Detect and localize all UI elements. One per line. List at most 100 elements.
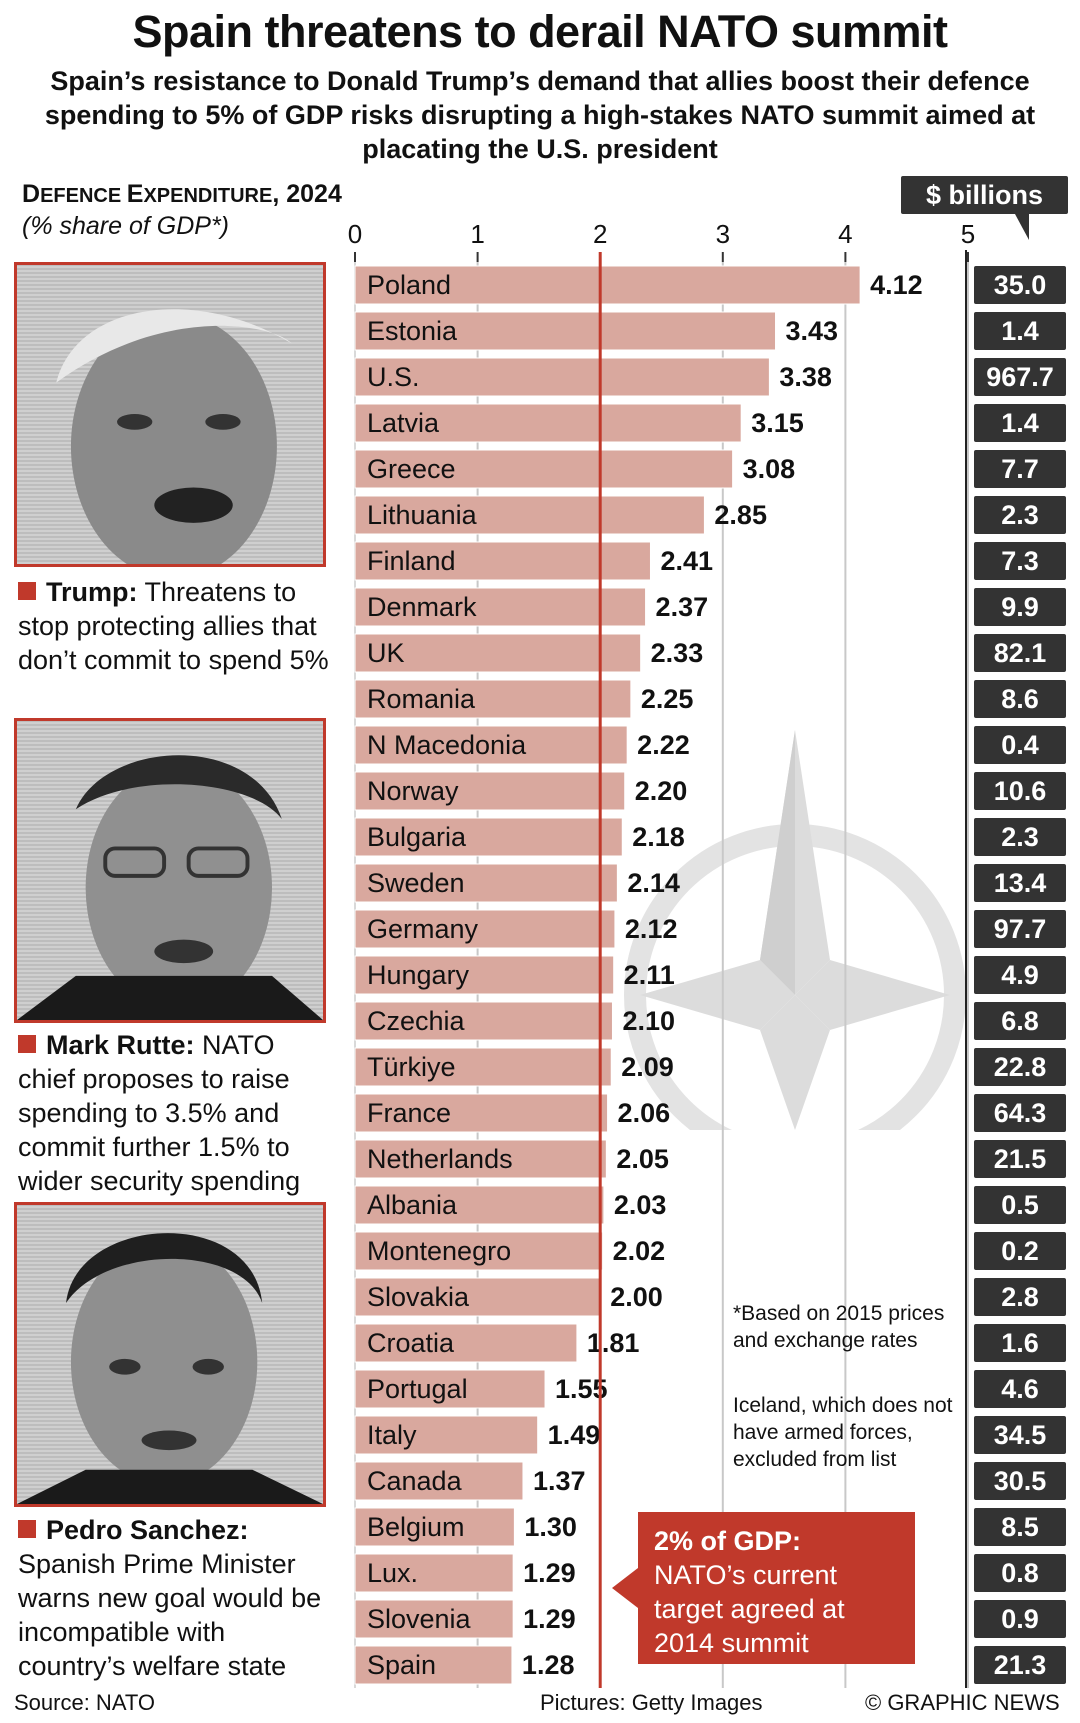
bar: [354, 403, 742, 443]
billions-value: 1.6: [1001, 1328, 1039, 1358]
bar-category-label: Spain: [367, 1650, 436, 1680]
bar-value-label: 2.09: [621, 1052, 674, 1082]
billions-box: [974, 1048, 1066, 1086]
bar: [354, 1323, 578, 1363]
billions-box: [974, 1002, 1066, 1040]
bar-category-label: Canada: [367, 1466, 463, 1496]
bar-category-label: UK: [367, 638, 405, 668]
chart-subtitle: (% share of GDP*): [22, 212, 230, 240]
bar-value-label: 2.05: [616, 1144, 669, 1174]
bar: [354, 725, 628, 765]
bar-category-label: Portugal: [367, 1374, 468, 1404]
bullet-square-icon: [18, 1035, 36, 1053]
x-tick-label: 2: [593, 219, 607, 249]
bar-category-label: Latvia: [367, 408, 440, 438]
bar-value-label: 1.29: [523, 1558, 576, 1588]
x-tick-label: 0: [348, 219, 362, 249]
bar-value-label: 2.25: [641, 684, 694, 714]
billions-value: 6.8: [1001, 1006, 1039, 1036]
billions-value: 2.3: [1001, 822, 1039, 852]
bar: [354, 1553, 514, 1593]
bar: [354, 1599, 514, 1639]
bar-category-label: Denmark: [367, 592, 477, 622]
billions-value: 35.0: [994, 270, 1047, 300]
bar-category-label: Czechia: [367, 1006, 466, 1036]
bar: [354, 311, 777, 351]
bar: [354, 1185, 605, 1225]
billions-value: 967.7: [986, 362, 1054, 392]
bar-value-label: 2.20: [635, 776, 688, 806]
bar: [354, 955, 615, 995]
billions-box: [974, 1094, 1066, 1132]
billions-box: [974, 358, 1066, 396]
bar: [354, 495, 705, 535]
bar-value-label: 1.37: [533, 1466, 586, 1496]
billions-value: 7.7: [1001, 454, 1039, 484]
bullet-square-icon: [18, 582, 36, 600]
sanchez-portrait: [14, 1202, 326, 1507]
billions-box: [974, 818, 1066, 856]
bar: [354, 1231, 604, 1271]
billions-box: [974, 1416, 1066, 1454]
billions-value: 8.5: [1001, 1512, 1039, 1542]
bar-value-label: 1.49: [548, 1420, 601, 1450]
bar-value-label: 3.15: [751, 408, 804, 438]
bar-category-label: Albania: [367, 1190, 458, 1220]
billions-box: [974, 634, 1066, 672]
bar: [354, 863, 618, 903]
bar-category-label: Belgium: [367, 1512, 465, 1542]
billions-box: [974, 772, 1066, 810]
billions-box: [974, 680, 1066, 718]
rutte-portrait: [14, 718, 326, 1023]
bar-value-label: 1.81: [587, 1328, 640, 1358]
billions-value: 7.3: [1001, 546, 1039, 576]
footnote-iceland: Iceland, which does not have armed force…: [733, 1394, 953, 1471]
billions-box: [974, 1646, 1066, 1684]
source-credit: Source: NATO: [14, 1690, 156, 1715]
bar-value-label: 2.12: [625, 914, 678, 944]
billions-box: [974, 864, 1066, 902]
bar-category-label: Norway: [367, 776, 459, 806]
billions-value: 34.5: [994, 1420, 1047, 1450]
bar: [354, 633, 642, 673]
bar-category-label: Hungary: [367, 960, 470, 990]
bar-category-label: Türkiye: [367, 1052, 456, 1082]
rutte-caption: Mark Rutte: NATO chief proposes to raise…: [18, 1030, 301, 1196]
bar-category-label: Sweden: [367, 868, 465, 898]
bar-value-label: 1.30: [524, 1512, 577, 1542]
bar-category-label: Bulgaria: [367, 822, 467, 852]
billions-value: 4.9: [1001, 960, 1039, 990]
billions-box: [974, 542, 1066, 580]
billions-value: 30.5: [994, 1466, 1047, 1496]
x-tick-label: 3: [716, 219, 730, 249]
bar-value-label: 2.85: [714, 500, 767, 530]
billions-value: 0.5: [1001, 1190, 1039, 1220]
footnote-prices: *Based on 2015 prices and exchange rates: [733, 1302, 945, 1352]
bar-value-label: 4.12: [870, 270, 923, 300]
bar: [354, 1093, 609, 1133]
bullet-square-icon: [18, 1520, 36, 1538]
billions-box: [974, 312, 1066, 350]
bar: [354, 909, 616, 949]
bar-category-label: Poland: [367, 270, 451, 300]
bar-value-label: 2.37: [656, 592, 709, 622]
bar-value-label: 3.38: [779, 362, 832, 392]
billions-box: [974, 1324, 1066, 1362]
sanchez-caption: Pedro Sanchez: Spanish Prime Minister wa…: [18, 1515, 322, 1681]
bar: [354, 1139, 607, 1179]
target-box-text: NATO’s current target agreed at 2014 sum…: [654, 1560, 845, 1658]
bar-value-label: 2.00: [610, 1282, 663, 1312]
billions-box: [974, 1554, 1066, 1592]
bar-value-label: 3.08: [743, 454, 796, 484]
billions-header: $ billions: [901, 176, 1068, 214]
billions-value: 2.3: [1001, 500, 1039, 530]
page-title: Spain threatens to derail NATO summit: [132, 6, 949, 57]
bar: [354, 1645, 513, 1685]
bar: [354, 1001, 613, 1041]
bar-value-label: 1.28: [522, 1650, 575, 1680]
bar: [354, 1461, 524, 1501]
x-tick-label: 4: [838, 219, 852, 249]
billions-box: [974, 726, 1066, 764]
bar-value-label: 2.18: [632, 822, 685, 852]
